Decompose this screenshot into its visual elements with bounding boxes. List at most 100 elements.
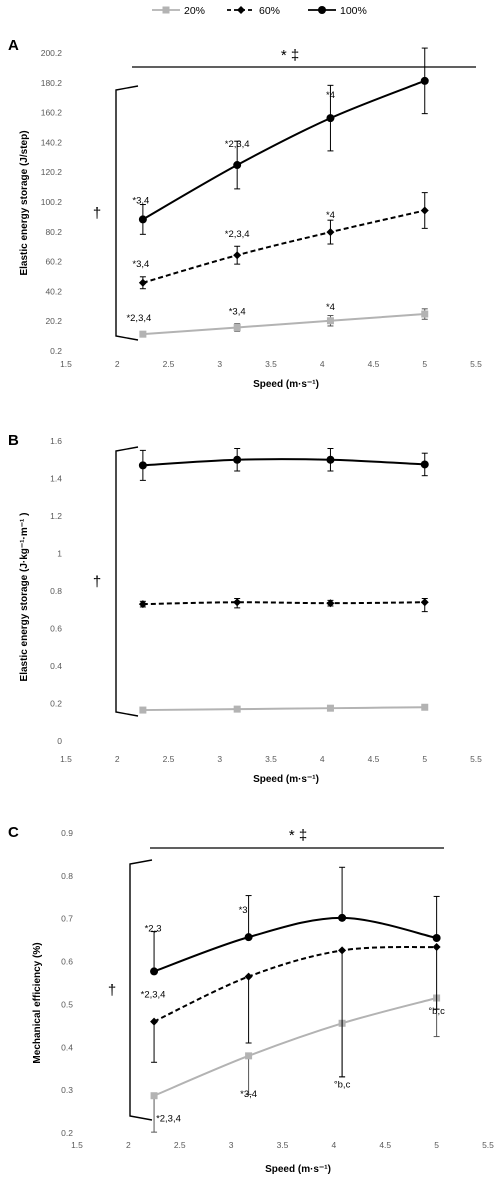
x-tick-label: 3 — [229, 1140, 234, 1150]
annotation: *4 — [326, 210, 335, 221]
x-axis-label: Speed (m·s⁻¹) — [253, 379, 319, 390]
y-tick-label: 80.2 — [45, 227, 62, 237]
annotation: °b,c — [334, 1079, 351, 1090]
y-tick-label: 0.2 — [61, 1128, 73, 1138]
y-tick-label: 0.4 — [50, 661, 62, 671]
y-axis-label: Elastic energy storage (J/step) — [19, 130, 30, 275]
bracket — [129, 859, 153, 1121]
y-tick-label: 0.6 — [50, 624, 62, 634]
x-tick-label: 4 — [320, 754, 325, 764]
data-point-100% — [150, 967, 159, 976]
x-tick-label: 2 — [115, 754, 120, 764]
legend-label: 60% — [259, 5, 280, 17]
y-tick-label: 0.6 — [61, 957, 73, 967]
data-point-20% — [421, 703, 429, 711]
x-tick-label: 5 — [434, 1140, 439, 1150]
y-tick-label: 140.2 — [41, 137, 63, 147]
x-tick-label: 4.5 — [379, 1140, 391, 1150]
panel-c: C 0.2 0.3 0.4 0.5 0.6 0.7 0.8 0.9 1.5 2 2.5 3 3.5 4 4.… — [8, 824, 494, 1175]
y-tick-label: 180.2 — [41, 78, 63, 88]
panel-b: B 0 0.2 0.4 0.6 0.8 1 1.2 1.4 1.6 1.5 2 2.5 3 3.5 4 4.5… — [8, 432, 482, 785]
y-tick-label: 100.2 — [41, 197, 63, 207]
x-tick-label: 1.5 — [60, 359, 72, 369]
x-tick-label: 1.5 — [71, 1140, 83, 1150]
y-tick-label: 60.2 — [45, 257, 62, 267]
x-tick-label: 5 — [422, 754, 427, 764]
series-line-100% — [142, 79, 426, 221]
series-line-20% — [142, 313, 425, 336]
annotation: *2,3,4 — [156, 1114, 181, 1125]
y-tick-label: 200.2 — [41, 48, 63, 58]
data-point-60% — [338, 946, 347, 955]
annotation: *2,3,4 — [126, 313, 151, 324]
bracket — [115, 85, 139, 341]
legend-marker-100% — [318, 6, 326, 14]
data-point-60% — [138, 278, 147, 287]
series-line-20% — [153, 997, 437, 1097]
data-point-100% — [326, 455, 335, 464]
series-line-60% — [153, 946, 437, 1023]
x-tick-label: 3.5 — [277, 1140, 289, 1150]
annotation: *3,4 — [229, 306, 246, 317]
data-point-60% — [432, 943, 441, 951]
panel-a: A 0.2 20.2 40.2 60.2 80.2 100.2 120.2 140.2 160.… — [8, 37, 482, 390]
x-tick-label: 3 — [217, 754, 222, 764]
x-tick-label: 1.5 — [60, 754, 72, 764]
dagger-label: † — [93, 205, 101, 222]
y-tick-label: 1.2 — [50, 511, 62, 521]
data-point-20% — [326, 704, 334, 712]
data-point-20% — [139, 706, 147, 714]
annotation: *3,4 — [132, 195, 149, 206]
data-point-100% — [326, 114, 335, 123]
data-point-60% — [244, 972, 253, 981]
data-point-100% — [338, 913, 347, 922]
x-tick-label: 2.5 — [163, 359, 175, 369]
annotation: *4 — [326, 90, 335, 101]
y-tick-label: 0.7 — [61, 914, 73, 924]
y-tick-label: 0.5 — [61, 999, 73, 1009]
annotation: *2,3,4 — [225, 229, 250, 240]
data-point-100% — [233, 161, 242, 170]
annotation: *2,3 — [145, 923, 162, 934]
panel-letter-c: C — [8, 824, 19, 841]
y-tick-label: 40.2 — [45, 286, 62, 296]
y-tick-label: 0.9 — [61, 828, 73, 838]
y-tick-label: 0.2 — [50, 699, 62, 709]
x-axis-label: Speed (m·s⁻¹) — [253, 774, 319, 785]
x-tick-label: 2 — [126, 1140, 131, 1150]
x-tick-label: 2.5 — [174, 1140, 186, 1150]
annotation: *2,3,4 — [225, 139, 250, 150]
legend-label: 100% — [340, 5, 367, 17]
annotation: *4 — [326, 302, 335, 313]
series-line-100% — [153, 916, 437, 973]
y-tick-label: 0.2 — [50, 346, 62, 356]
annotation: °b,c — [428, 1006, 445, 1017]
series-line-60% — [142, 209, 425, 284]
data-point-20% — [139, 330, 147, 338]
x-tick-label: 5.5 — [470, 754, 482, 764]
annotation: *2,3,4 — [141, 990, 166, 1001]
data-point-20% — [326, 317, 334, 325]
x-tick-label: 2 — [115, 359, 120, 369]
significance-label: * ‡ — [289, 827, 307, 844]
data-point-60% — [420, 206, 429, 215]
legend: 20% 60% 100% — [152, 5, 367, 17]
data-point-100% — [420, 76, 429, 85]
x-axis-label: Speed (m·s⁻¹) — [265, 1164, 331, 1175]
y-tick-label: 120.2 — [41, 167, 63, 177]
x-tick-label: 3.5 — [265, 359, 277, 369]
y-axis-label: Elastic energy storage (J·kg⁻¹·m⁻¹ ) — [19, 513, 30, 682]
x-tick-label: 2.5 — [163, 754, 175, 764]
y-tick-label: 160.2 — [41, 108, 63, 118]
x-tick-label: 4.5 — [368, 359, 380, 369]
dagger-label: † — [108, 982, 116, 999]
x-tick-label: 3 — [217, 359, 222, 369]
x-tick-label: 4 — [332, 1140, 337, 1150]
data-point-20% — [245, 1052, 253, 1060]
y-tick-label: 0.8 — [50, 586, 62, 596]
x-tick-label: 5.5 — [482, 1140, 494, 1150]
series-line-100% — [142, 458, 425, 467]
data-point-60% — [233, 598, 242, 607]
y-tick-label: 1.4 — [50, 474, 62, 484]
annotation: *3,4 — [132, 259, 149, 270]
